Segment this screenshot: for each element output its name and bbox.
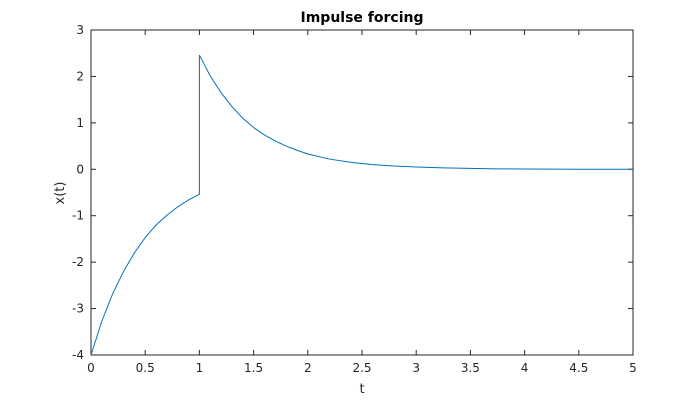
y-tick-label: 0 [76, 162, 84, 176]
x-tick-label: 3 [412, 361, 420, 375]
series-line [90, 54, 634, 356]
x-tick-label: 1.5 [244, 361, 263, 375]
x-tick-label: 2 [304, 361, 312, 375]
x-tick-label: 3.5 [461, 361, 480, 375]
x-tick-label: 0.5 [136, 361, 155, 375]
x-axis-title: t [359, 382, 364, 397]
y-tick-label: 2 [76, 69, 84, 83]
x-tick-label: 4.5 [569, 361, 588, 375]
y-tick-label: -1 [72, 209, 84, 223]
y-tick-label: -3 [72, 302, 84, 316]
y-tick-label: 1 [76, 116, 84, 130]
x-tick-label: 2.5 [352, 361, 371, 375]
y-tick-label: -2 [72, 255, 84, 269]
y-axis-title: x(t) [53, 182, 68, 205]
x-tick-label: 5 [629, 361, 637, 375]
x-tick-label: 1 [196, 361, 204, 375]
chart-title: Impulse forcing [301, 10, 424, 26]
plot-area-frame [90, 29, 634, 356]
x-tick-label: 0 [87, 361, 95, 375]
y-tick-label: -4 [72, 348, 84, 362]
axis-ticks [90, 29, 634, 356]
x-tick-label: 4 [521, 361, 529, 375]
y-tick-label: 3 [76, 23, 84, 37]
axis-tick-labels: 0 0.5 1 1.5 2 2.5 3 3.5 4 4.5 5 -4 -3 -2 -1 0 1 2 3 [72, 23, 637, 375]
